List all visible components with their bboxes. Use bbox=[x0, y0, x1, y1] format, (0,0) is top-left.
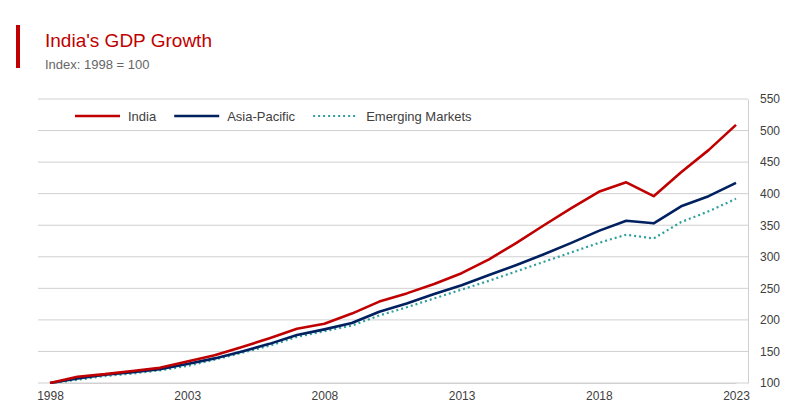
y-tick-label: 300 bbox=[760, 250, 780, 264]
x-tick: 2013 bbox=[449, 383, 476, 403]
y-tick-label: 400 bbox=[760, 187, 780, 201]
grid-line bbox=[38, 130, 748, 131]
legend: India Asia-Pacific Emerging Markets bbox=[75, 109, 472, 124]
grid-line bbox=[38, 256, 748, 257]
chart: India's GDP Growth Index: 1998 = 100 1998 2… bbox=[0, 0, 800, 420]
grid-line bbox=[38, 193, 748, 194]
y-tick-label: 150 bbox=[760, 345, 780, 359]
legend-label: Asia-Pacific bbox=[227, 109, 295, 124]
x-tick-label: 2013 bbox=[449, 389, 476, 403]
subtitle: Index: 1998 = 100 bbox=[45, 57, 149, 72]
y-tick: 100 bbox=[748, 376, 780, 390]
title: India's GDP Growth bbox=[45, 30, 212, 51]
y-tick: 200 bbox=[748, 313, 780, 327]
y-tick-label: 450 bbox=[760, 155, 780, 169]
x-axis: 1998 2003 2008 2013 2018 2023 bbox=[37, 383, 750, 403]
y-tick-label: 250 bbox=[760, 282, 780, 296]
grid-line bbox=[38, 162, 748, 163]
grid-line bbox=[38, 225, 748, 226]
y-tick: 550 bbox=[748, 92, 780, 106]
y-tick-label: 350 bbox=[760, 219, 780, 233]
y-axis-line bbox=[748, 100, 749, 384]
y-tick-label: 550 bbox=[760, 92, 780, 106]
x-axis-line bbox=[51, 383, 737, 384]
series-line bbox=[50, 125, 736, 383]
x-tick: 2003 bbox=[174, 383, 201, 403]
grid-line bbox=[38, 351, 748, 352]
x-tick: 2018 bbox=[586, 383, 613, 403]
x-tick: 2008 bbox=[312, 383, 339, 403]
grid-line bbox=[38, 288, 748, 289]
x-tick-label: 2023 bbox=[723, 389, 750, 403]
series-line bbox=[50, 199, 736, 383]
legend-label: India bbox=[128, 109, 157, 124]
y-tick: 350 bbox=[748, 219, 780, 233]
y-tick: 150 bbox=[748, 345, 780, 359]
grid-line bbox=[38, 383, 748, 384]
x-tick-label: 2008 bbox=[312, 389, 339, 403]
grid bbox=[38, 99, 748, 383]
x-tick-label: 1998 bbox=[37, 389, 64, 403]
y-tick-label: 100 bbox=[760, 376, 780, 390]
legend-swatch bbox=[75, 115, 120, 118]
legend-label: Emerging Markets bbox=[366, 109, 472, 124]
x-tick-label: 2003 bbox=[174, 389, 201, 403]
series-line bbox=[50, 183, 736, 383]
legend-swatch bbox=[313, 115, 358, 117]
y-tick: 250 bbox=[748, 282, 780, 296]
x-tick: 1998 bbox=[37, 383, 64, 403]
x-tick: 2023 bbox=[723, 383, 750, 403]
y-axis: 100 150 200 250 300 350 400 450 500 550 bbox=[748, 92, 780, 390]
y-tick: 500 bbox=[748, 124, 780, 138]
grid-line bbox=[38, 319, 748, 320]
y-tick-label: 200 bbox=[760, 313, 780, 327]
title-accent bbox=[16, 25, 20, 68]
legend-swatch bbox=[174, 115, 219, 118]
plot-lines bbox=[50, 125, 736, 383]
y-tick-label: 500 bbox=[760, 124, 780, 138]
x-tick-label: 2018 bbox=[586, 389, 613, 403]
grid-line bbox=[38, 99, 748, 100]
y-tick: 450 bbox=[748, 155, 780, 169]
y-tick: 400 bbox=[748, 187, 780, 201]
y-tick: 300 bbox=[748, 250, 780, 264]
